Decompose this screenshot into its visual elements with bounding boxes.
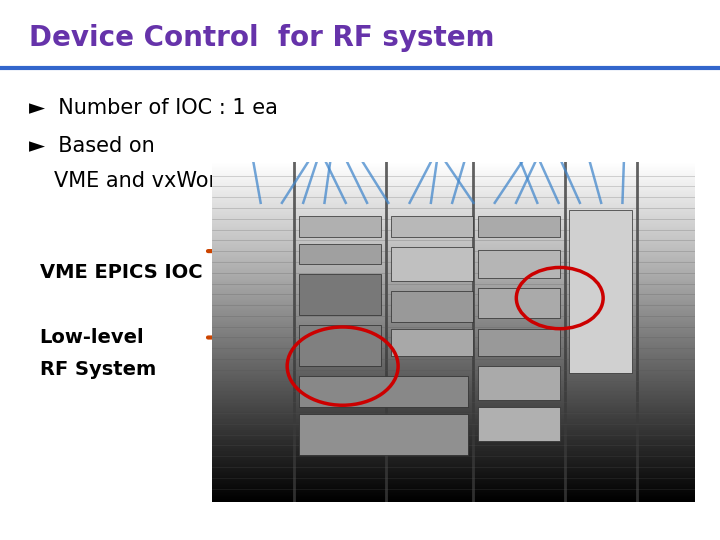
- Bar: [300, 325, 382, 366]
- Bar: [391, 247, 473, 281]
- Bar: [300, 244, 382, 264]
- Bar: [300, 217, 382, 237]
- Bar: [300, 274, 382, 315]
- Bar: [391, 329, 473, 356]
- Text: Low-level: Low-level: [40, 328, 144, 347]
- Text: ►  Based on: ► Based on: [29, 136, 155, 156]
- Bar: [478, 366, 559, 400]
- Text: RF System: RF System: [40, 360, 156, 380]
- Bar: [300, 414, 468, 455]
- Text: ►  Number of IOC : 1 ea: ► Number of IOC : 1 ea: [29, 98, 278, 118]
- Bar: [391, 291, 473, 322]
- Bar: [391, 217, 473, 237]
- Bar: [478, 288, 559, 319]
- Bar: [478, 329, 559, 356]
- Bar: [570, 210, 632, 373]
- Bar: [478, 217, 559, 237]
- Bar: [478, 407, 559, 441]
- Text: Device Control  for RF system: Device Control for RF system: [29, 24, 495, 52]
- Bar: [478, 251, 559, 278]
- Text: VME EPICS IOC: VME EPICS IOC: [40, 263, 202, 282]
- Bar: [300, 376, 468, 407]
- Text: VME and vxWorks: VME and vxWorks: [54, 171, 240, 191]
